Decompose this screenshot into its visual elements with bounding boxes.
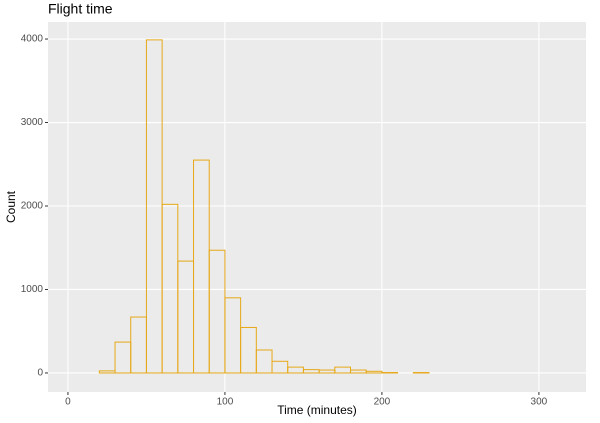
y-tick-label: 2000 — [21, 201, 44, 212]
x-axis-title: Time (minutes) — [277, 403, 357, 417]
x-tick-label: 200 — [374, 397, 391, 408]
y-tick-label: 0 — [37, 368, 43, 379]
panel — [48, 22, 586, 392]
y-tick-label: 1000 — [21, 284, 44, 295]
x-tick-label: 0 — [65, 397, 71, 408]
y-tick-label: 3000 — [21, 117, 44, 128]
x-tick-label: 300 — [531, 397, 548, 408]
chart-title: Flight time — [48, 1, 113, 17]
x-tick-label: 100 — [217, 397, 234, 408]
y-tick-label: 4000 — [21, 34, 44, 45]
y-axis-title: Count — [4, 190, 18, 223]
